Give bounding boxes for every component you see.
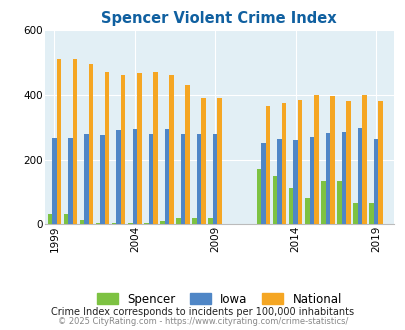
Bar [336,181,341,224]
Bar [201,98,205,224]
Bar [217,98,222,224]
Bar [208,218,213,224]
Bar [281,103,286,224]
Bar [68,138,72,224]
Bar [256,169,260,224]
Bar [293,140,297,224]
Bar [116,130,121,224]
Bar [325,133,329,224]
Bar [148,134,153,224]
Bar [361,95,366,224]
Bar [176,218,180,224]
Bar [213,134,217,224]
Bar [52,138,56,224]
Bar [260,143,265,224]
Bar [288,188,293,224]
Bar [79,219,84,224]
Bar [341,132,345,224]
Bar [352,203,357,224]
Bar [132,129,136,224]
Bar [56,59,61,224]
Bar [84,134,89,224]
Bar [169,75,173,224]
Title: Spencer Violent Crime Index: Spencer Violent Crime Index [101,11,336,26]
Bar [377,101,382,224]
Bar [320,181,325,224]
Bar [304,198,309,224]
Bar [160,221,164,224]
Bar [153,72,157,224]
Bar [144,223,148,224]
Bar [265,106,270,224]
Bar [185,85,189,224]
Bar [277,139,281,224]
Text: © 2025 CityRating.com - https://www.cityrating.com/crime-statistics/: © 2025 CityRating.com - https://www.city… [58,317,347,326]
Bar [309,137,313,224]
Bar [64,214,68,224]
Bar [128,223,132,224]
Bar [72,59,77,224]
Bar [272,176,277,224]
Bar [297,100,302,224]
Bar [136,73,141,224]
Bar [104,72,109,224]
Bar [313,95,318,224]
Bar [164,129,169,224]
Bar [100,135,104,224]
Legend: Spencer, Iowa, National: Spencer, Iowa, National [96,293,341,306]
Bar [47,214,52,224]
Text: Crime Index corresponds to incidents per 100,000 inhabitants: Crime Index corresponds to incidents per… [51,307,354,317]
Bar [196,134,201,224]
Bar [373,139,377,224]
Bar [357,128,361,224]
Bar [369,203,373,224]
Bar [96,223,100,224]
Bar [329,96,334,224]
Bar [121,75,125,224]
Bar [89,64,93,224]
Bar [180,134,185,224]
Bar [112,223,116,224]
Bar [192,218,196,224]
Bar [345,101,350,224]
